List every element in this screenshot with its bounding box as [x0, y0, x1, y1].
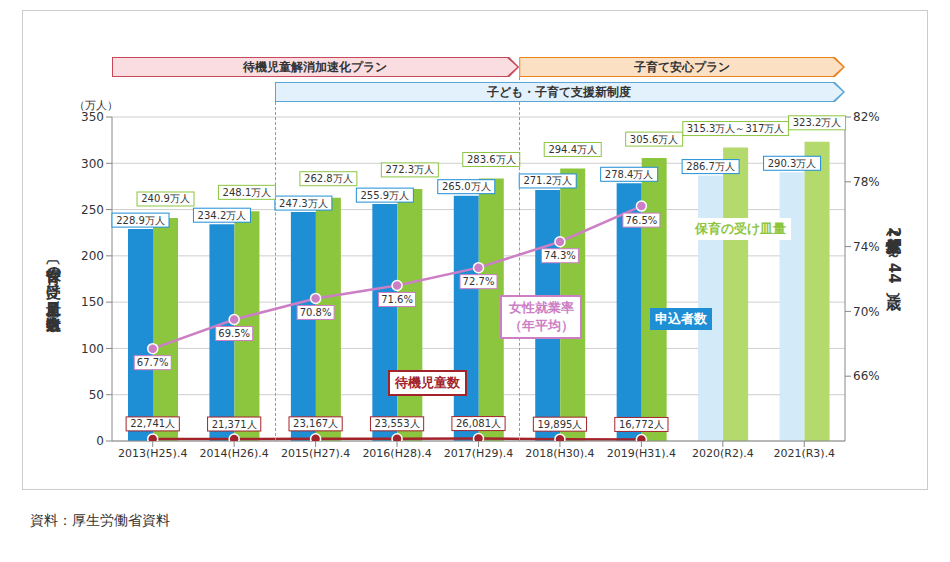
svg-text:70%: 70% [853, 305, 880, 319]
svg-text:265.0万人: 265.0万人 [442, 181, 491, 192]
svg-text:72.7%: 72.7% [463, 276, 495, 287]
svg-text:2018(H30).4: 2018(H30).4 [525, 447, 594, 460]
svg-text:323.2万人: 323.2万人 [793, 117, 842, 128]
svg-text:23,553人: 23,553人 [375, 418, 420, 429]
svg-text:76.5%: 76.5% [625, 215, 657, 226]
svg-text:70.8%: 70.8% [300, 307, 332, 318]
svg-text:255.9万人: 255.9万人 [361, 190, 410, 201]
svg-text:286.7万人: 286.7万人 [686, 161, 735, 172]
svg-text:2019(H31).4: 2019(H31).4 [607, 447, 676, 460]
svg-text:16,772人: 16,772人 [619, 419, 664, 430]
svg-text:200: 200 [81, 249, 104, 263]
svg-text:26,081人: 26,081人 [456, 418, 501, 429]
svg-text:2017(H29).4: 2017(H29).4 [444, 447, 513, 460]
svg-text:2014(H26).4: 2014(H26).4 [199, 447, 268, 460]
html-text:子育て安心プラン: 子育て安心プラン [633, 59, 730, 74]
html-text:待機児童数: 待機児童数 [395, 375, 460, 390]
svg-text:21,371人: 21,371人 [212, 419, 257, 430]
svg-text:272.3万人: 272.3万人 [386, 164, 435, 175]
html-text:申込者数: 申込者数 [655, 311, 707, 326]
svg-text:82%: 82% [853, 110, 880, 124]
svg-text:74.3%: 74.3% [544, 250, 576, 261]
html-text:子ども・子育て支援新制度: 子ども・子育て支援新制度 [487, 84, 632, 99]
html-text:保育の受け皿量: 保育の受け皿量 [695, 221, 786, 236]
svg-text:248.1万人: 248.1万人 [223, 187, 272, 198]
svg-text:300: 300 [81, 157, 104, 171]
svg-text:67.7%: 67.7% [137, 357, 169, 368]
html-text:（万人）: （万人） [74, 99, 118, 112]
svg-text:234.2万人: 234.2万人 [198, 210, 247, 221]
svg-text:78%: 78% [853, 175, 880, 189]
svg-text:294.4万人: 294.4万人 [548, 144, 597, 155]
html-text:待機児童解消加速化プラン: 待機児童解消加速化プラン [243, 59, 388, 74]
svg-text:247.3万人: 247.3万人 [279, 198, 328, 209]
svg-text:283.6万人: 283.6万人 [467, 154, 516, 165]
svg-text:240.9万人: 240.9万人 [141, 193, 190, 204]
svg-text:305.6万人: 305.6万人 [630, 134, 679, 145]
html-text:〔女性就業率（25～44歳）〕: 〔女性就業率（25～44歳）〕 [885, 226, 903, 284]
svg-text:150: 150 [81, 295, 104, 309]
html-text:資料：厚生労働省資料: 資料：厚生労働省資料 [30, 512, 170, 528]
svg-text:290.3万人: 290.3万人 [768, 158, 817, 169]
svg-text:71.6%: 71.6% [381, 294, 413, 305]
svg-text:69.5%: 69.5% [218, 328, 250, 339]
svg-text:0: 0 [96, 434, 104, 448]
svg-text:23,167人: 23,167人 [293, 418, 338, 429]
svg-text:2013(H25).4: 2013(H25).4 [118, 447, 187, 460]
svg-text:2015(H27).4: 2015(H27).4 [281, 447, 350, 460]
svg-text:22,741人: 22,741人 [130, 418, 175, 429]
svg-text:19,895人: 19,895人 [537, 419, 582, 430]
html-text:女性就業率（年平均）: 女性就業率（年平均） [508, 300, 574, 333]
svg-text:74%: 74% [853, 240, 880, 254]
svg-text:100: 100 [81, 342, 104, 356]
html-text:〔保育の受け皿量／申込者数〕: 〔保育の受け皿量／申込者数〕 [45, 255, 63, 305]
svg-text:250: 250 [81, 203, 104, 217]
svg-text:278.4万人: 278.4万人 [605, 169, 654, 180]
svg-text:228.9万人: 228.9万人 [116, 215, 165, 226]
svg-text:315.3万人～317万人: 315.3万人～317万人 [687, 123, 785, 134]
svg-text:2021(R3).4: 2021(R3).4 [773, 447, 835, 460]
svg-text:262.8万人: 262.8万人 [304, 173, 353, 184]
svg-text:271.2万人: 271.2万人 [523, 175, 572, 186]
svg-text:2020(R2).4: 2020(R2).4 [692, 447, 754, 460]
svg-text:350: 350 [81, 110, 104, 124]
svg-text:66%: 66% [853, 369, 880, 383]
svg-text:50: 50 [89, 388, 104, 402]
svg-text:2016(H28).4: 2016(H28).4 [362, 447, 431, 460]
